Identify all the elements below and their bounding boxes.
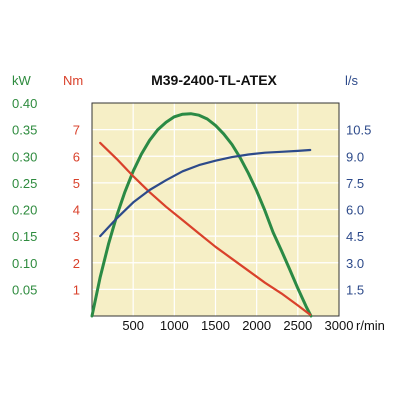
power-tick-label: 0.10	[12, 256, 37, 271]
flow-tick-label: 10.5	[346, 123, 371, 138]
flow-axis-unit: l/s	[345, 73, 359, 88]
x-axis-unit: r/min	[356, 318, 385, 333]
x-tick-label: 1000	[160, 318, 189, 333]
flow-tick-label: 4.5	[346, 229, 364, 244]
x-tick-label: 3000	[325, 318, 354, 333]
flow-tick-label: 1.5	[346, 282, 364, 297]
torque-tick-label: 2	[73, 256, 80, 271]
flow-curve	[99, 148, 312, 238]
torque-tick-label: 1	[73, 282, 80, 297]
tick-labels: 500 1000 1500 2000 2500 3000 0.05 0.10 0.15 0.20 0…	[12, 96, 371, 333]
torque-axis-unit: Nm	[63, 73, 83, 88]
power-tick-label: 0.20	[12, 203, 37, 218]
x-tick-label: 500	[122, 318, 144, 333]
power-curve	[90, 112, 313, 318]
flow-tick-label: 3.0	[346, 256, 364, 271]
torque-tick-label: 4	[73, 203, 80, 218]
power-axis-unit: kW	[12, 73, 32, 88]
power-tick-label: 0.05	[12, 282, 37, 297]
torque-curve	[99, 141, 312, 316]
torque-tick-label: 3	[73, 229, 80, 244]
torque-tick-label: 7	[73, 123, 80, 138]
power-tick-label: 0.25	[12, 176, 37, 191]
flow-tick-label: 9.0	[346, 149, 364, 164]
plot-frame	[91, 102, 340, 317]
series-layer	[90, 112, 313, 318]
power-tick-label: 0.40	[12, 96, 37, 111]
torque-tick-label: 6	[73, 149, 80, 164]
x-tick-label: 1500	[201, 318, 230, 333]
x-tick-label: 2500	[283, 318, 312, 333]
power-tick-label: 0.30	[12, 149, 37, 164]
flow-tick-label: 6.0	[346, 203, 364, 218]
flow-tick-label: 7.5	[346, 176, 364, 191]
power-tick-label: 0.35	[12, 123, 37, 138]
x-tick-label: 2000	[242, 318, 271, 333]
torque-tick-label: 5	[73, 176, 80, 191]
grid-lines	[92, 103, 339, 316]
chart-title: M39-2400-TL-ATEX	[151, 72, 277, 88]
power-tick-label: 0.15	[12, 229, 37, 244]
